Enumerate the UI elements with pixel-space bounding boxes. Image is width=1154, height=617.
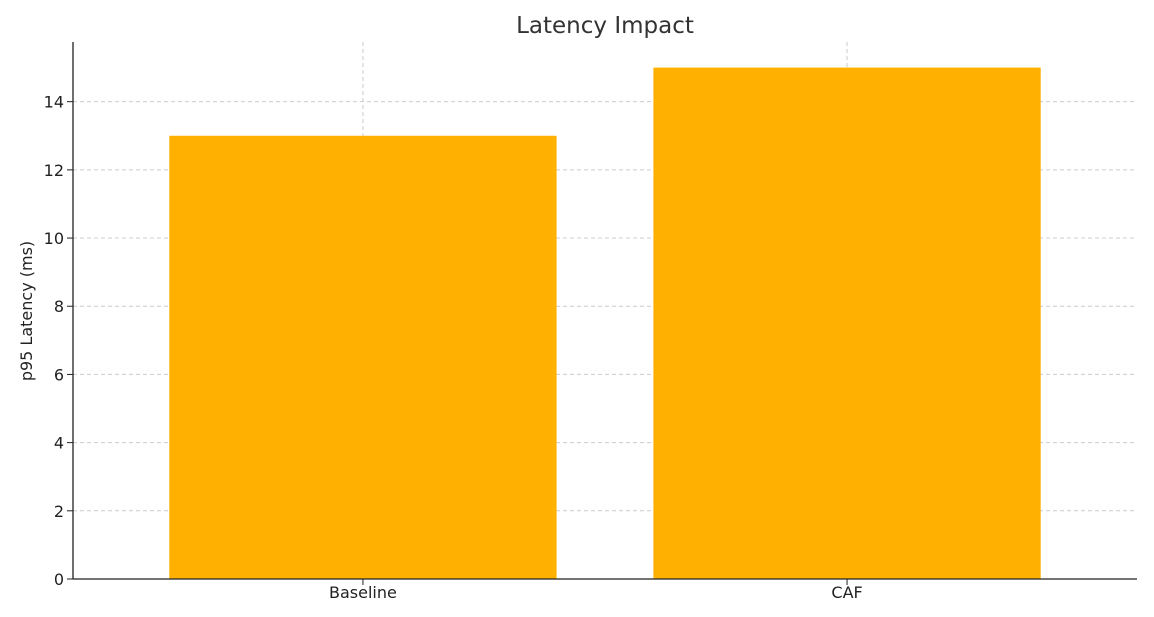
bar-baseline [169, 135, 557, 579]
y-tick-label: 4 [54, 434, 64, 453]
y-tick-label: 0 [54, 570, 64, 589]
y-tick-label: 14 [44, 93, 64, 112]
y-tick-label: 6 [54, 365, 64, 384]
bars [169, 67, 1041, 580]
x-tick-label: Baseline [329, 583, 397, 602]
y-tick-label: 10 [44, 229, 64, 248]
y-axis-label: p95 Latency (ms) [17, 241, 36, 381]
y-tick-label: 12 [44, 161, 64, 180]
y-tick-label: 2 [54, 502, 64, 521]
axes [72, 42, 1137, 580]
chart-title: Latency Impact [516, 13, 694, 39]
x-tick-label: CAF [831, 583, 862, 602]
y-tick-label: 8 [54, 297, 64, 316]
y-axis-ticks: 0 2 4 6 8 10 12 14 [44, 93, 73, 589]
bar-caf [653, 67, 1041, 580]
x-axis-ticks: Baseline CAF [329, 579, 863, 602]
